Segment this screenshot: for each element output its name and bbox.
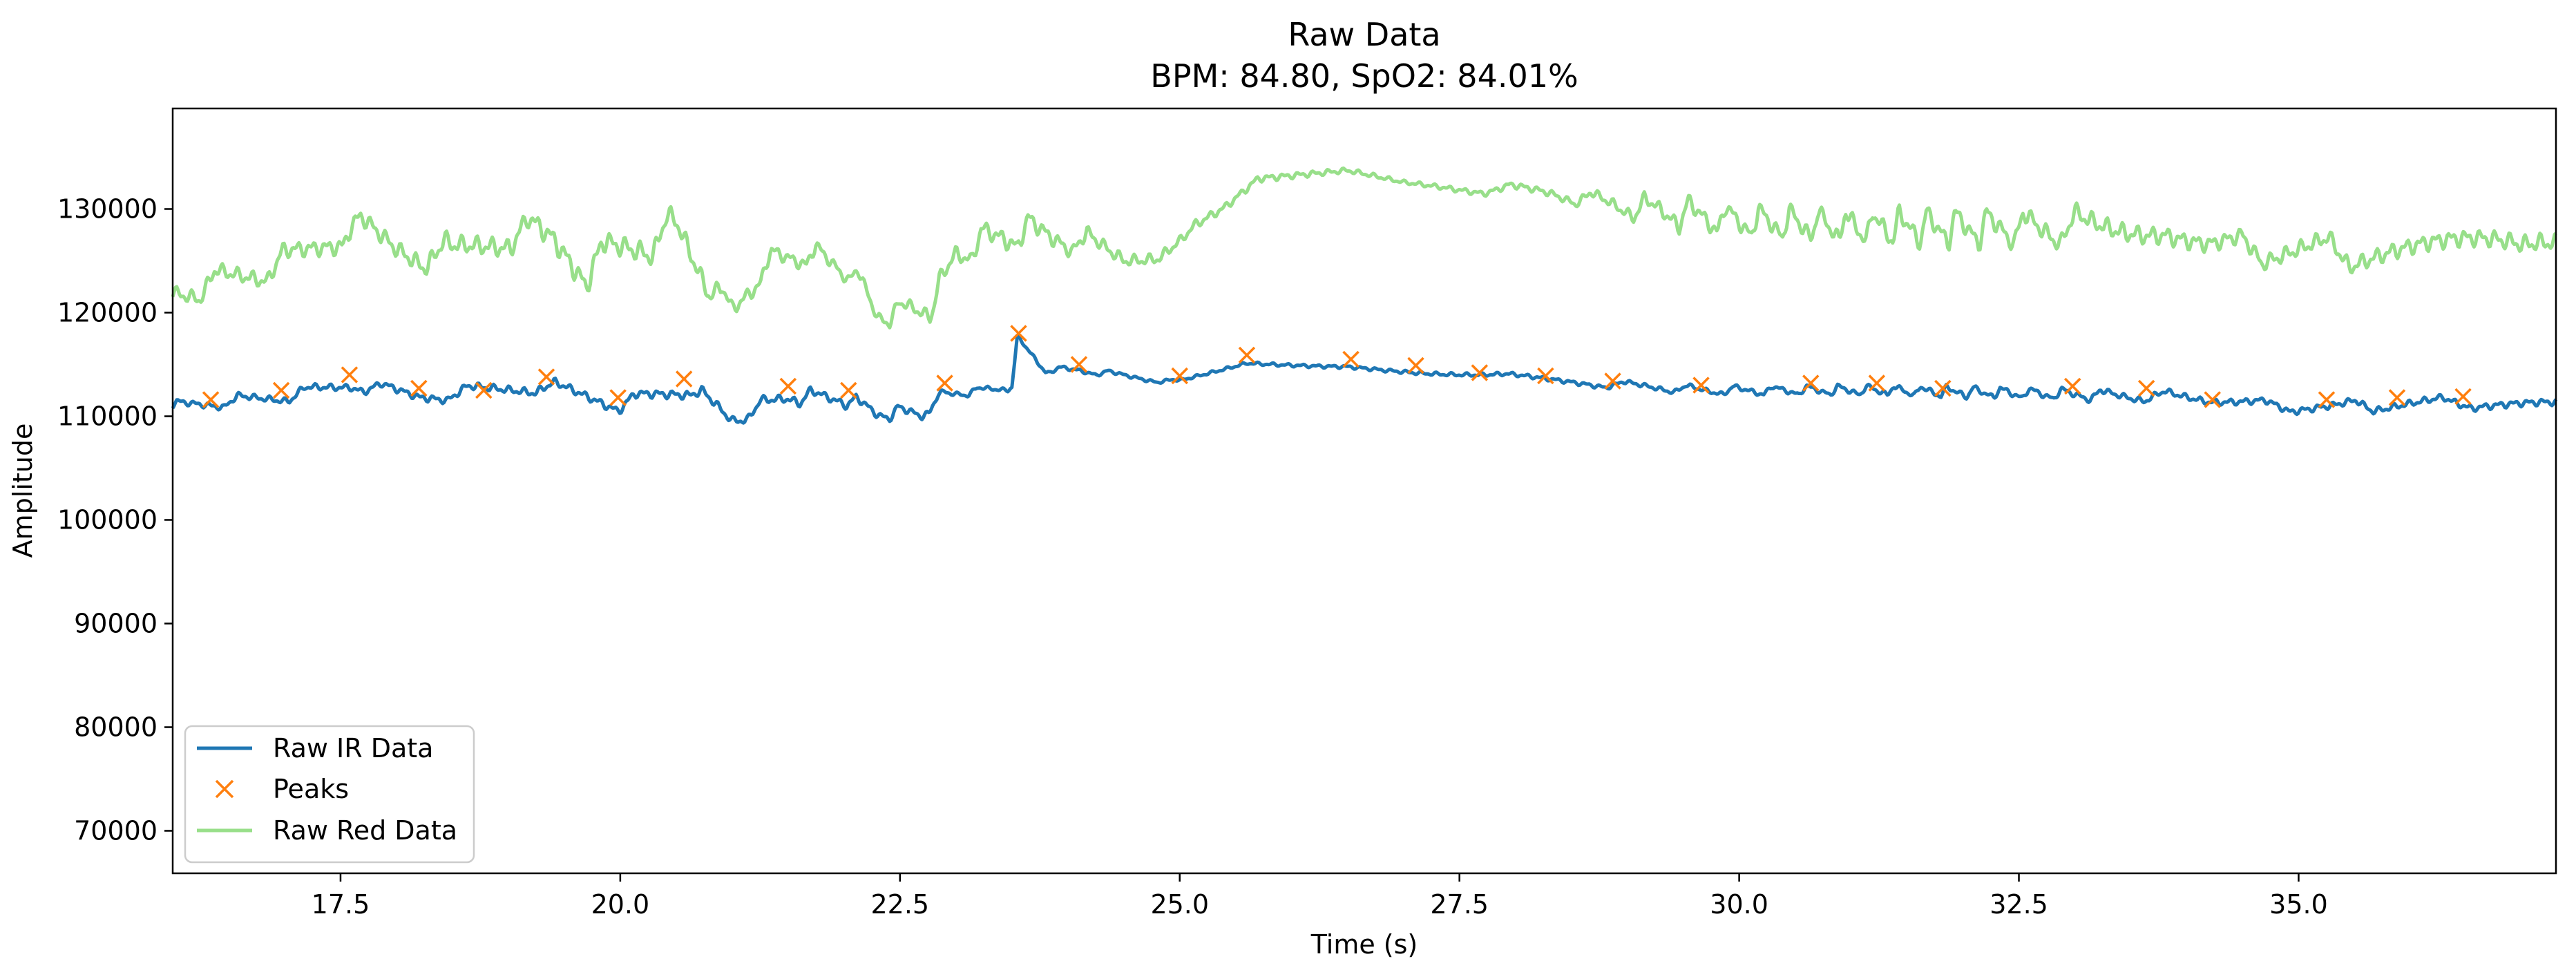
peak-marker [609, 389, 627, 406]
y-tick-label: 70000 [74, 816, 158, 846]
y-axis-label: Amplitude [8, 424, 38, 558]
peak-marker [779, 377, 797, 395]
peak-marker [1010, 325, 1027, 342]
peak-marker [2454, 388, 2472, 406]
peak-marker [1934, 379, 1952, 397]
y-tick-label: 100000 [57, 505, 158, 535]
peak-marker [2137, 379, 2155, 397]
peak-marker [1238, 346, 1256, 364]
x-tick-label: 27.5 [1430, 889, 1489, 920]
peak-marker [2204, 391, 2221, 408]
peak-marker [272, 381, 290, 399]
x-tick-label: 35.0 [2269, 889, 2328, 920]
peak-marker [1692, 377, 1710, 394]
x-axis-label: Time (s) [1310, 929, 1418, 960]
series-raw-red-data-line [171, 167, 2557, 330]
chart-title: Raw Data [1288, 16, 1440, 53]
peak-marker [2064, 377, 2081, 395]
peak-marker [1471, 364, 1489, 381]
peak-marker [1802, 374, 1820, 392]
series-peaks [202, 325, 2472, 408]
y-axis-ticks: 70000 80000 90000 100000 110000 120000 130000 [57, 194, 173, 846]
series-layer [171, 167, 2558, 425]
legend: Raw IR Data Peaks Raw Red Data [184, 725, 475, 864]
y-tick-label: 90000 [74, 609, 158, 639]
plot-frame [171, 107, 2557, 875]
peak-marker [2318, 391, 2336, 408]
x-tick-label: 17.5 [312, 889, 370, 920]
peak-marker [1171, 367, 1188, 385]
peak-marker [410, 379, 428, 397]
series-raw-ir-data-line [171, 333, 2558, 425]
x-tick-label: 22.5 [871, 889, 930, 920]
peak-marker [1537, 367, 1554, 385]
y-tick-label: 110000 [57, 401, 158, 432]
peak-marker [475, 381, 493, 399]
chart-subtitle: BPM: 84.80, SpO2: 84.01% [1150, 57, 1578, 95]
x-tick-label: 32.5 [1990, 889, 2048, 920]
peak-marker [2388, 389, 2406, 406]
y-tick-label: 80000 [74, 712, 158, 743]
x-axis-ticks: 17.5 20.0 22.5 25.0 27.5 30.0 32.5 35.0 [312, 873, 2328, 920]
y-tick-label: 130000 [57, 194, 158, 225]
peak-marker [1407, 357, 1424, 374]
legend-box [184, 725, 475, 864]
legend-label-raw-red: Raw Red Data [273, 815, 457, 846]
peak-marker [537, 368, 555, 386]
x-tick-label: 30.0 [1710, 889, 1768, 920]
legend-label-raw-ir: Raw IR Data [273, 733, 433, 763]
x-tick-label: 25.0 [1150, 889, 1209, 920]
peak-marker [1604, 372, 1621, 390]
legend-swatch-peaks-x-icon [215, 779, 234, 799]
y-tick-label: 120000 [57, 298, 158, 328]
peak-marker [840, 381, 857, 399]
x-tick-label: 20.0 [591, 889, 650, 920]
legend-label-peaks: Peaks [273, 774, 349, 804]
peak-marker [202, 391, 220, 408]
peak-marker [936, 374, 953, 392]
peak-marker [1342, 350, 1359, 368]
peak-marker [1868, 374, 1886, 392]
peak-marker [675, 370, 693, 388]
peak-marker [341, 366, 359, 383]
peak-marker [1070, 356, 1088, 373]
